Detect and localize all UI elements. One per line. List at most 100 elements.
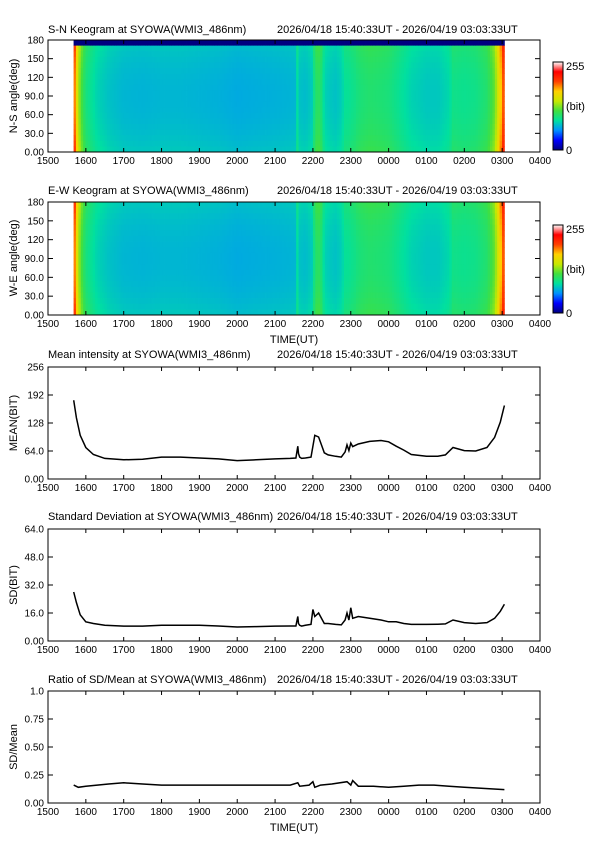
- heatmap-cell: [83, 68, 86, 74]
- heatmap-cell: [133, 129, 137, 136]
- heatmap-cell: [408, 129, 412, 136]
- heatmap-cell: [370, 56, 374, 63]
- heatmap-cell: [219, 303, 223, 310]
- heatmap-cell: [219, 40, 223, 46]
- heatmap-cell: [97, 224, 101, 231]
- heatmap-cell: [186, 140, 189, 147]
- heatmap-cell: [408, 90, 412, 97]
- heatmap-cell: [499, 90, 503, 97]
- heatmap-cell: [384, 84, 388, 91]
- heatmap-cell: [169, 235, 173, 242]
- heatmap-cell: [109, 241, 113, 248]
- heatmap-cell: [102, 241, 106, 248]
- heatmap-cell: [178, 62, 182, 69]
- heatmap-cell: [140, 101, 144, 108]
- heatmap-cell: [95, 230, 98, 237]
- heatmap-cell: [221, 51, 225, 58]
- heatmap-cell: [363, 45, 366, 52]
- heatmap-cell: [174, 309, 177, 316]
- heatmap-cell: [145, 286, 149, 293]
- heatmap-cell: [174, 224, 177, 231]
- heatmap-cell: [221, 96, 225, 102]
- heatmap-cell: [257, 51, 261, 58]
- heatmap-cell: [377, 51, 381, 58]
- heatmap-cell: [169, 140, 173, 147]
- heatmap-cell: [324, 96, 328, 102]
- heatmap-cell: [212, 140, 216, 147]
- heatmap-cell: [444, 79, 448, 86]
- heatmap-cell: [80, 146, 84, 153]
- heatmap-cell: [308, 90, 311, 97]
- heatmap-cell: [210, 62, 213, 69]
- heatmap-cell: [210, 146, 213, 153]
- heatmap-cell: [384, 107, 388, 114]
- heatmap-cell: [85, 56, 89, 63]
- heatmap-cell: [396, 40, 400, 46]
- heatmap-cell: [463, 62, 467, 69]
- heatmap-cell: [219, 79, 223, 86]
- heatmap-cell: [286, 51, 290, 58]
- heatmap-cell: [154, 286, 158, 293]
- heatmap-cell: [123, 40, 127, 46]
- heatmap-cell: [102, 124, 106, 130]
- heatmap-cell: [497, 68, 500, 74]
- heatmap-cell: [195, 252, 199, 259]
- heatmap-cell: [102, 218, 106, 225]
- heatmap-cell: [140, 90, 144, 97]
- heatmap-cell: [241, 107, 244, 114]
- heatmap-cell: [413, 135, 417, 142]
- heatmap-cell: [193, 275, 197, 282]
- heatmap-cell: [133, 101, 137, 108]
- heatmap-cell: [111, 73, 115, 80]
- heatmap-cell: [391, 146, 395, 153]
- heatmap-cell: [363, 96, 366, 102]
- heatmap-cell: [78, 213, 82, 220]
- heatmap-cell: [303, 68, 307, 74]
- heatmap-cell: [188, 207, 192, 214]
- heatmap-cell: [75, 73, 79, 80]
- heatmap-cell: [375, 146, 378, 153]
- heatmap-cell: [437, 51, 441, 58]
- heatmap-cell: [248, 107, 252, 114]
- heatmap-cell: [190, 224, 194, 231]
- heatmap-cell: [403, 129, 407, 136]
- heatmap-cell: [152, 281, 156, 288]
- heatmap-cell: [162, 62, 165, 69]
- heatmap-cell: [183, 207, 187, 214]
- heatmap-cell: [233, 135, 237, 142]
- heatmap-cell: [456, 40, 460, 46]
- heatmap-cell: [95, 247, 98, 254]
- heatmap-cell: [274, 68, 278, 74]
- heatmap-cell: [198, 79, 201, 86]
- heatmap-cell: [183, 51, 187, 58]
- heatmap-cell: [411, 124, 414, 130]
- heatmap-cell: [339, 112, 343, 119]
- heatmap-cell: [308, 45, 311, 52]
- heatmap-cell: [123, 112, 127, 119]
- heatmap-cell: [150, 230, 153, 237]
- heatmap-cell: [174, 286, 177, 293]
- heatmap-cell: [142, 213, 146, 220]
- heatmap-cell: [78, 269, 82, 276]
- heatmap-cell: [236, 56, 240, 63]
- heatmap-cell: [430, 73, 433, 80]
- heatmap-cell: [128, 135, 132, 142]
- heatmap-cell: [298, 90, 302, 97]
- heatmap-cell: [382, 101, 386, 108]
- heatmap-cell: [384, 62, 388, 69]
- heatmap-cell: [135, 213, 139, 220]
- heatmap-cell: [451, 51, 455, 58]
- heatmap-cell: [399, 68, 402, 74]
- heatmap-cell: [305, 84, 309, 91]
- heatmap-cell: [281, 79, 285, 86]
- heatmap-cell: [442, 84, 445, 91]
- heatmap-cell: [425, 79, 429, 86]
- heatmap-cell: [178, 202, 182, 209]
- heatmap-cell: [241, 84, 244, 91]
- heatmap-cell: [147, 281, 151, 288]
- heatmap-cell: [183, 309, 187, 316]
- heatmap-cell: [353, 118, 357, 125]
- heatmap-cell: [159, 118, 163, 125]
- heatmap-cell: [174, 96, 177, 102]
- heatmap-cell: [202, 68, 206, 74]
